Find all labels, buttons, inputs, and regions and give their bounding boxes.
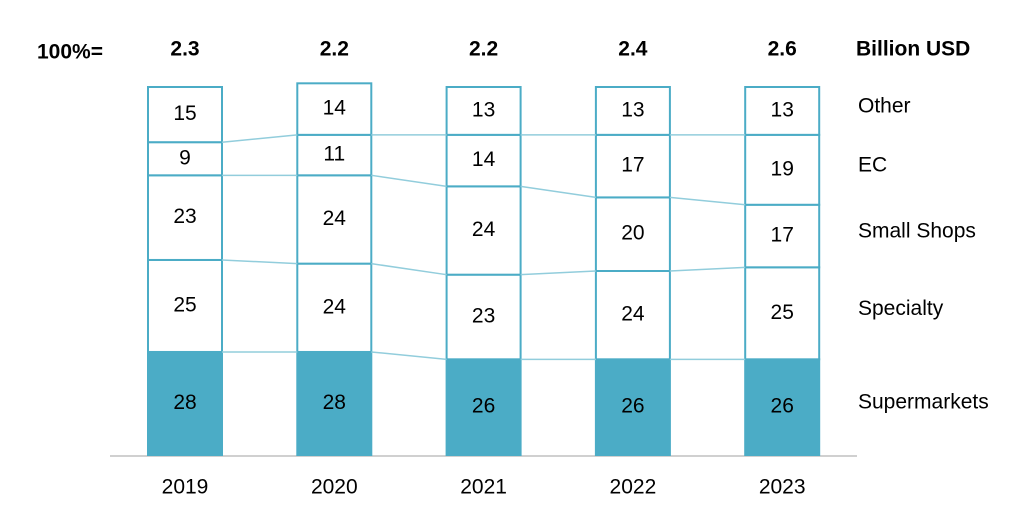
total-value: 2.2 [320, 38, 349, 61]
bar-segment [296, 262, 373, 353]
data-label: 14 [472, 148, 496, 171]
bar-segment [147, 258, 223, 353]
legend-label: Supermarkets [858, 391, 989, 414]
data-label: 9 [179, 146, 191, 169]
data-label: 28 [323, 391, 346, 414]
x-tick-label: 2020 [311, 476, 358, 499]
connector [520, 185, 597, 199]
total-value: 2.2 [469, 38, 498, 61]
bar-segment [594, 270, 671, 361]
total-value: 2.3 [170, 38, 199, 61]
bar-segment [445, 86, 522, 136]
data-label: 26 [472, 395, 495, 418]
bar-segment [744, 266, 821, 361]
legend-label: Other [858, 94, 911, 117]
bar-segment [147, 86, 223, 144]
connector [669, 196, 746, 206]
connector [371, 262, 447, 276]
data-label: 23 [173, 205, 196, 228]
data-label: 25 [771, 301, 794, 324]
data-label: 26 [771, 395, 794, 418]
bar-segment [744, 358, 821, 457]
bar-segment [296, 82, 373, 136]
data-label: 17 [621, 154, 644, 177]
connector [669, 266, 746, 272]
bar-segment [147, 350, 223, 456]
bar-segment [744, 203, 821, 269]
bar-segment [594, 133, 671, 199]
data-label: 19 [771, 157, 794, 180]
bar-segment [594, 358, 671, 457]
data-label: 24 [323, 295, 347, 318]
bar-segment [296, 133, 373, 177]
total-value: 2.4 [618, 38, 648, 61]
data-label: 24 [323, 207, 347, 230]
connector [371, 351, 447, 361]
data-label: 26 [621, 395, 644, 418]
connector [520, 270, 596, 276]
data-label: 13 [621, 98, 644, 121]
legend-label: EC [858, 153, 887, 176]
connector [221, 134, 298, 143]
data-label: 13 [472, 98, 495, 121]
total-label: 100%= [37, 41, 103, 64]
bar-segment [744, 86, 821, 136]
total-value: 2.6 [768, 38, 797, 61]
x-tick-label: 2019 [162, 476, 209, 499]
data-label: 13 [771, 98, 794, 121]
bar-segment [445, 185, 522, 276]
bar-segment [445, 358, 522, 457]
data-label: 11 [323, 143, 345, 166]
data-label: 17 [771, 224, 794, 247]
x-tick-label: 2021 [460, 476, 507, 499]
data-label: 14 [323, 97, 347, 120]
legend-label: Specialty [858, 297, 944, 320]
data-label: 15 [173, 102, 196, 125]
bar-segment [445, 273, 522, 361]
bar-segment [594, 196, 671, 272]
data-label: 23 [472, 305, 495, 328]
x-tick-label: 2023 [759, 476, 806, 499]
x-tick-label: 2022 [610, 476, 657, 499]
data-label: 24 [621, 303, 645, 326]
data-label: 28 [173, 391, 196, 414]
bar-segment [147, 141, 223, 177]
connector [221, 259, 298, 265]
bar-segment [296, 174, 373, 265]
bar-segment [296, 350, 373, 456]
data-label: 25 [173, 294, 196, 317]
connector [371, 174, 447, 188]
bar-segment [594, 86, 671, 136]
unit-label: Billion USD [856, 38, 970, 61]
data-label: 24 [472, 218, 496, 241]
legend-label: Small Shops [858, 220, 976, 243]
data-label: 20 [621, 222, 644, 245]
